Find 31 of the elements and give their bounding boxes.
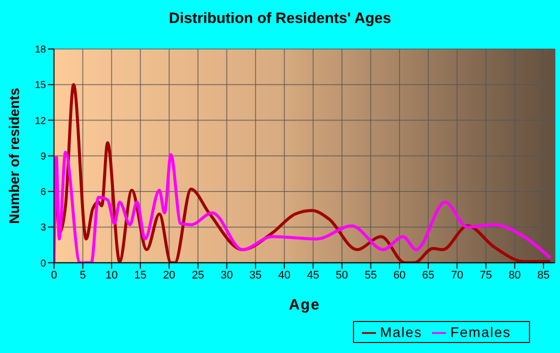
y-tick-label: 6	[40, 187, 46, 198]
x-tick-label: 30	[220, 270, 233, 282]
legend-label: Females	[450, 324, 511, 340]
y-tick-label: 9	[40, 151, 46, 162]
x-tick-label: 0	[50, 270, 58, 282]
x-tick-label: 25	[192, 270, 204, 282]
x-tick-label: 20	[163, 270, 176, 282]
x-tick-label: 65	[422, 270, 434, 282]
legend-label: Males	[380, 324, 422, 340]
x-tick-label: 5	[80, 270, 86, 282]
x-axis-title: Age	[288, 296, 320, 314]
chart-title: Distribution of Residents' Ages	[168, 10, 392, 27]
line-series	[54, 150, 552, 263]
x-tick-label: 35	[249, 270, 262, 282]
y-tick-label: 12	[34, 116, 46, 127]
x-tick-label: 15	[134, 270, 147, 282]
x-tick-label: 60	[393, 270, 406, 282]
y-tick-label: 18	[34, 44, 46, 56]
x-tick-label: 85	[537, 270, 550, 282]
x-tick-label: 10	[105, 270, 118, 282]
x-tick-label: 75	[480, 270, 492, 282]
y-tick-label: 0	[40, 258, 46, 270]
x-tick-label: 45	[307, 270, 320, 282]
x-tick-label: 50	[336, 270, 348, 282]
y-tick-label: 3	[40, 222, 46, 234]
x-tick-label: 80	[508, 270, 521, 282]
x-tick-label: 55	[364, 270, 377, 282]
y-tick-label: 15	[34, 80, 46, 92]
y-axis-title: Number of residents	[6, 88, 22, 224]
x-tick-label: 40	[278, 270, 290, 282]
x-tick-label: 70	[450, 270, 464, 282]
